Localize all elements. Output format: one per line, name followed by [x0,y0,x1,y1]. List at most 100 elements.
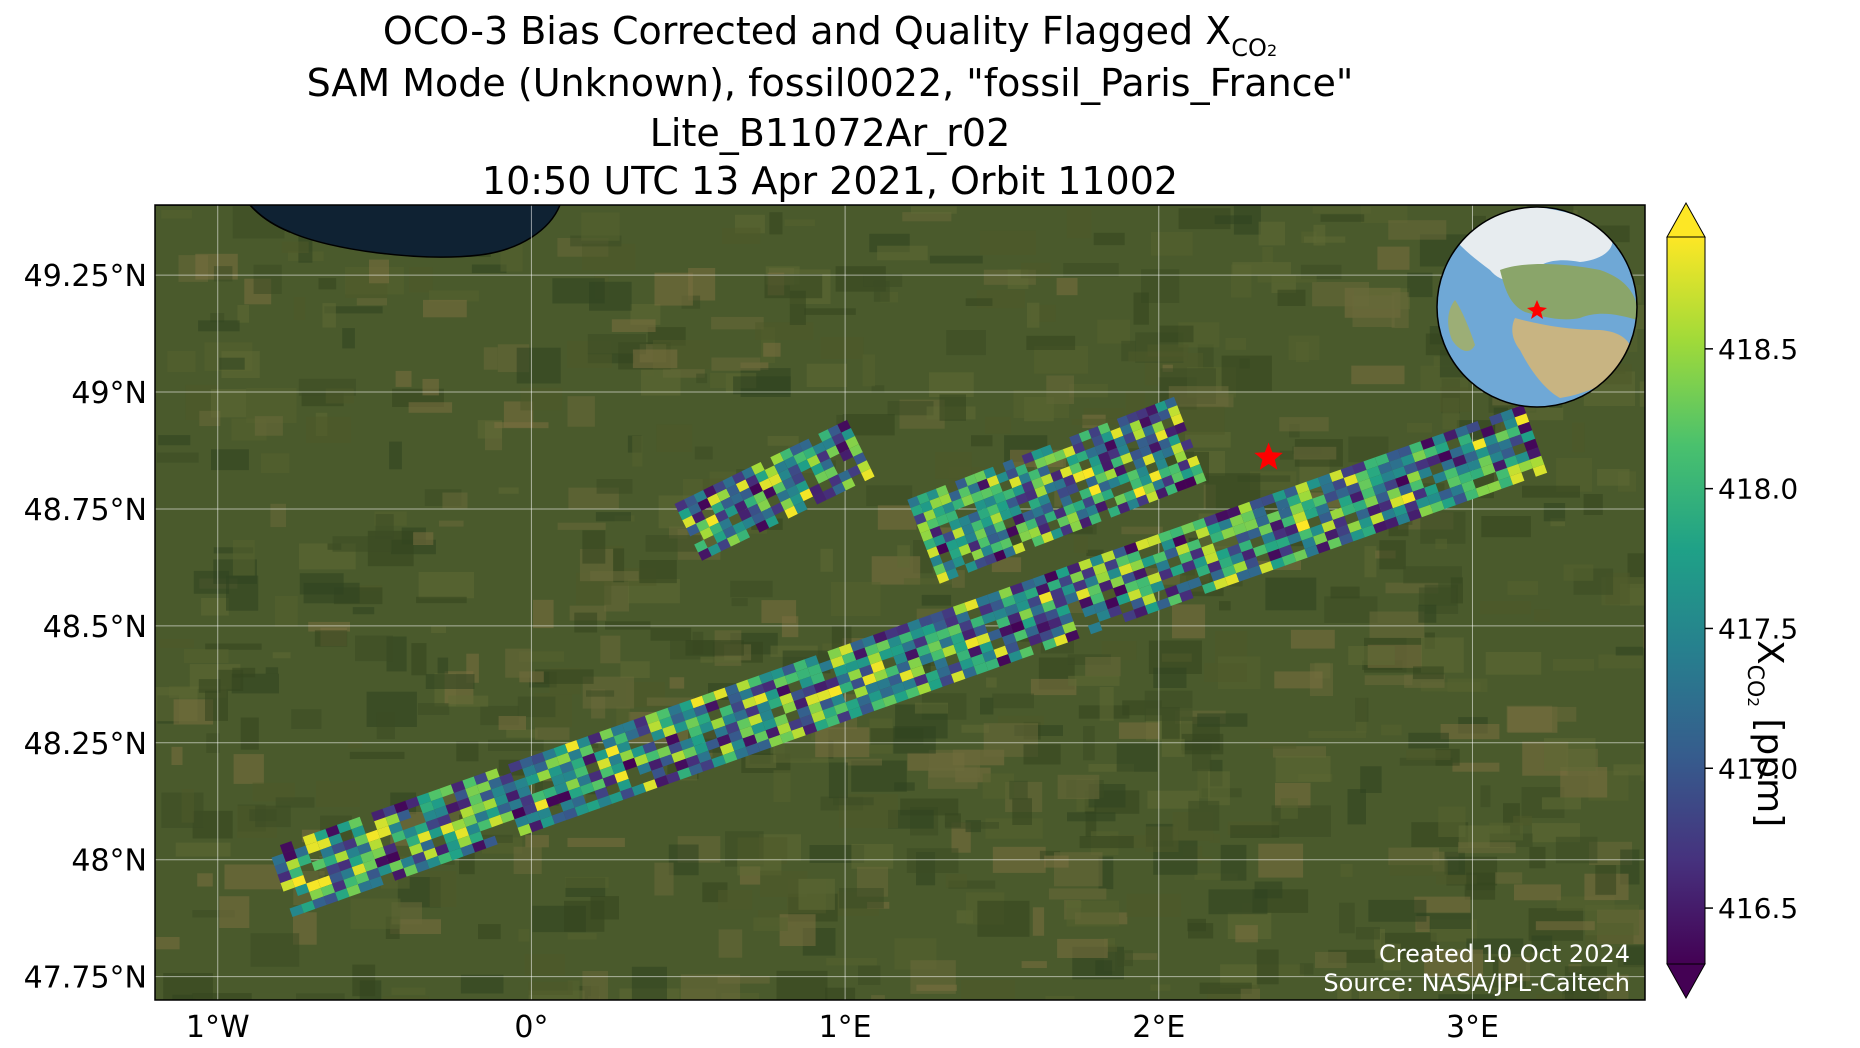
xco2-sounding-cell [419,801,435,814]
xco2-sounding-cell [936,665,952,679]
xco2-sounding-cell [986,475,1000,488]
xco2-sounding-cell [715,509,729,523]
xco2-sounding-cell [1047,579,1062,592]
xco2-sounding-cell [1501,446,1516,460]
xco2-sounding-cell [772,481,787,495]
xco2-sounding-cell [1066,562,1082,575]
xco2-sounding-cell [939,636,954,649]
xco2-sounding-cell [1044,481,1057,494]
xco2-sounding-cell [294,845,309,858]
xco2-sounding-cell [719,517,733,531]
xco2-sounding-cell [314,829,329,842]
xco2-sounding-cell [1190,547,1205,560]
xco2-sounding-cell [377,863,393,877]
xco2-sounding-cell [622,719,637,733]
xco2-sounding-cell [739,726,755,739]
xco2-sounding-cell [985,658,1000,671]
xco2-sounding-cell [523,802,538,816]
xco2-sounding-cell [745,705,760,718]
xco2-sounding-cell [1141,555,1156,568]
xco2-sounding-cell [896,661,911,674]
xco2-sounding-cell [1321,520,1336,533]
xco2-sounding-cell [579,744,594,758]
xco2-sounding-cell [1129,419,1143,432]
xco2-sounding-cell [941,606,956,620]
xco2-sounding-cell [933,563,946,576]
xco2-sounding-cell [1418,504,1434,518]
xco2-sounding-cell [586,799,601,812]
xco2-sounding-cell [929,497,943,510]
xco2-sounding-cell [1289,502,1305,516]
xco2-sounding-cell [787,464,802,477]
xco2-sounding-cell [984,553,997,566]
xco2-sounding-cell [1235,531,1250,544]
xco2-sounding-cell [1169,526,1184,539]
xco2-sounding-cell [831,432,846,446]
xco2-sounding-cell [1107,476,1121,489]
xco2-sounding-cell [894,690,909,703]
xco2-sounding-cell [694,742,709,755]
xco2-sounding-cell [650,728,666,742]
xco2-sounding-cell [736,529,750,542]
xco2-sounding-cell [1133,457,1146,470]
xco2-sounding-cell [678,507,692,521]
xco2-sounding-cell [925,669,940,683]
xco2-sounding-cell [563,807,578,821]
xco2-sounding-cell [782,701,797,714]
xco2-sounding-cell [879,648,894,661]
xco2-sounding-cell [749,482,763,496]
xco2-sounding-cell [916,492,930,505]
xco2-sounding-cell [294,883,310,896]
xco2-sounding-cell [1094,471,1108,484]
xco2-sounding-cell [571,757,586,770]
xco2-sounding-cell [662,724,677,738]
xco2-sounding-cell [1120,423,1133,436]
xco2-sounding-cell [1082,467,1095,480]
xco2-sounding-cell [1033,612,1048,625]
xco2-sounding-cell [312,896,327,909]
xco2-sounding-cell [822,706,837,719]
xco2-sounding-cell [679,699,694,713]
xco2-sounding-cell [916,682,932,695]
colorbar-tick-label: 416.5 [1718,892,1798,925]
xco2-sounding-cell [533,760,549,774]
xco2-sounding-cell [1372,482,1387,496]
xco2-sounding-cell [1177,459,1191,472]
xco2-sounding-cell [1409,479,1425,492]
xco2-sounding-cell [1021,480,1035,493]
xco2-sounding-cell [1121,571,1136,585]
xco2-sounding-cell [970,653,986,667]
xco2-sounding-cell [747,503,762,517]
xco2-sounding-cell [1463,450,1479,464]
xco2-sounding-cell [1009,582,1025,596]
xco2-sounding-cell [958,543,972,556]
xco2-sounding-cell [882,694,897,707]
xco2-sounding-cell [735,479,750,493]
xco2-sounding-cell [697,498,712,511]
xco2-sounding-cell [643,779,658,792]
xco2-sounding-cell [1423,445,1438,459]
lat-tick-label: 48.25°N [24,727,147,762]
xco2-sounding-cell [970,490,984,503]
xco2-sounding-cell [460,805,475,819]
xco2-sounding-cell [1510,472,1525,485]
xco2-sounding-cell [1039,629,1054,642]
xco2-sounding-cell [1027,633,1043,646]
xco2-sounding-cell [405,796,420,810]
xco2-sounding-cell [853,452,867,465]
xco2-sounding-cell [965,560,978,573]
xco2-sounding-cell [987,532,1000,545]
xco2-sounding-cell [1015,464,1029,477]
xco2-sounding-cell [674,758,689,772]
xco2-sounding-cell [368,838,384,851]
xco2-sounding-cell [345,846,361,859]
xco2-sounding-cell [1139,474,1153,487]
xco2-sounding-cell [1018,472,1032,485]
xco2-sounding-cell [814,718,829,732]
xco2-sounding-cell [1139,445,1153,458]
xco2-sounding-cell [417,830,432,844]
xco2-sounding-cell [415,860,430,873]
xco2-sounding-cell [742,516,756,530]
xco2-sounding-cell [608,753,623,766]
xco2-sounding-cell [1458,471,1473,485]
